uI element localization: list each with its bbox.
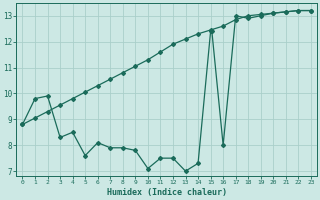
X-axis label: Humidex (Indice chaleur): Humidex (Indice chaleur) (107, 188, 227, 197)
